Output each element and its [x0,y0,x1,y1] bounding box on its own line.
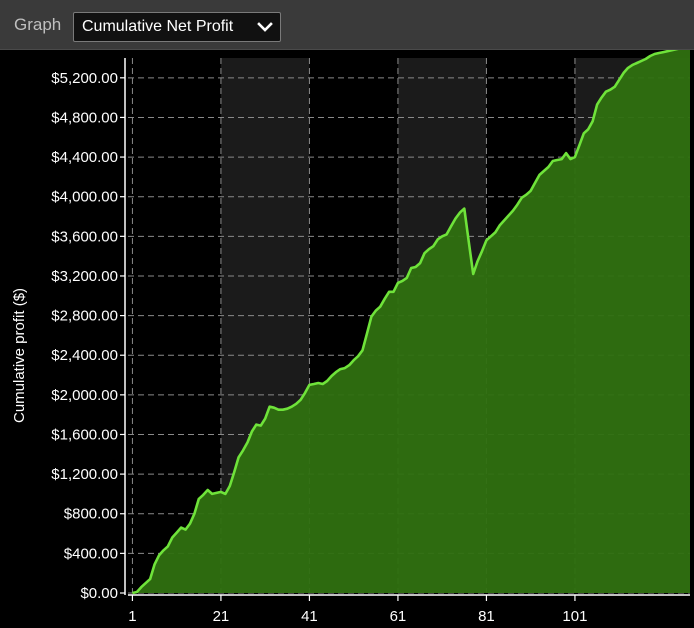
y-tick-label: $0.00 [80,585,118,602]
x-tick-label: 101 [562,608,587,625]
y-tick-label: $1,600.00 [51,426,118,443]
x-tick-label: 81 [478,608,495,625]
cumulative-profit-chart: $0.00 $400.00 $800.00 $1,200.00 $1,600.00 $2,… [0,50,694,628]
y-axis-title: Cumulative profit ($) [11,288,28,423]
cumulative-profit-area [132,50,690,593]
x-tick-label: 61 [390,608,407,625]
y-tick-label: $400.00 [64,545,118,562]
graph-type-selected-value: Cumulative Net Profit [82,18,234,35]
y-tick-label: $2,400.00 [51,347,118,364]
y-tick-label: $4,800.00 [51,109,118,126]
y-tick-label: $4,400.00 [51,149,118,166]
y-tick-label: $800.00 [64,506,118,523]
cumulative-profit-line [132,50,679,595]
y-tick-label: $4,000.00 [51,189,118,206]
y-tick-label: $3,600.00 [51,228,118,245]
x-axis-ticks: 1 21 41 61 81 101 [128,595,587,625]
y-tick-label: $3,200.00 [51,268,118,285]
x-tick-label: 21 [213,608,230,625]
graph-type-dropdown[interactable]: Cumulative Net Profit [73,12,281,42]
x-tick-label: 1 [128,608,136,625]
y-tick-label: $5,200.00 [51,70,118,87]
y-tick-label: $1,200.00 [51,466,118,483]
y-tick-label: $2,800.00 [51,308,118,325]
chevron-down-icon [257,22,273,32]
y-axis-ticks: $0.00 $400.00 $800.00 $1,200.00 $1,600.00 $2,… [51,70,125,602]
graph-label: Graph [14,15,62,34]
x-tick-label: 41 [301,608,318,625]
chart-svg: $0.00 $400.00 $800.00 $1,200.00 $1,600.00 $2,… [11,50,690,625]
y-tick-label: $2,000.00 [51,387,118,404]
chart-toolbar: Graph Cumulative Net Profit [0,0,694,50]
